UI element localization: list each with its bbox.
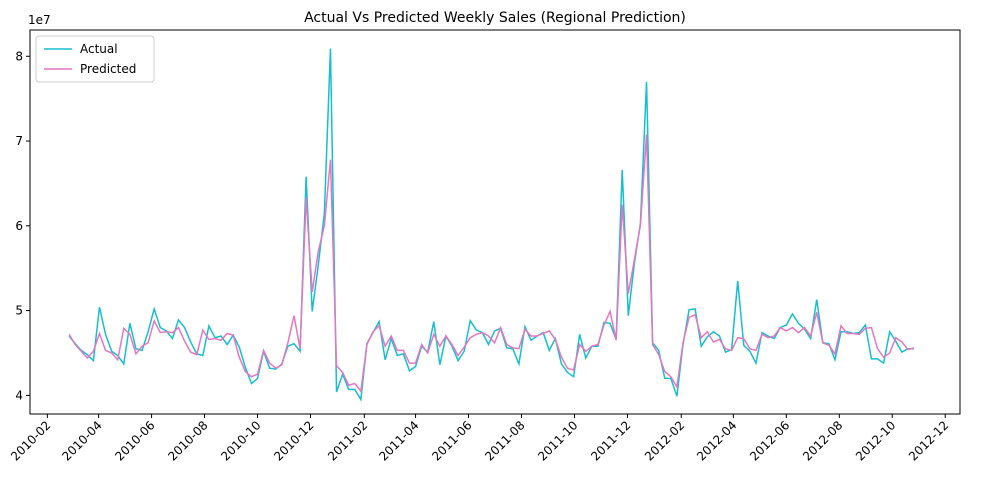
y-offset-label: 1e7 [28, 13, 51, 27]
y-tick-label: 7 [15, 134, 23, 148]
legend-label: Actual [80, 42, 118, 56]
x-tick-label: 2010-04 [59, 418, 104, 463]
x-tick-label: 2011-02 [325, 418, 370, 463]
x-tick-label: 2012-08 [800, 418, 845, 463]
x-tick-label: 2010-06 [112, 418, 157, 463]
chart-title: Actual Vs Predicted Weekly Sales (Region… [304, 10, 686, 26]
legend-label: Predicted [80, 62, 136, 76]
plot-frame [29, 29, 961, 415]
x-tick-label: 2010-02 [8, 418, 53, 463]
y-tick-label: 4 [15, 388, 23, 402]
x-tick-label: 2011-08 [482, 418, 527, 463]
x-tick-label: 2012-10 [853, 418, 898, 463]
x-tick-label: 2010-12 [271, 418, 316, 463]
legend: Actual Predicted [35, 35, 155, 83]
x-tick-label: 2012-06 [747, 418, 792, 463]
x-tick-label: 2010-08 [165, 418, 210, 463]
x-tick-label: 2011-12 [588, 418, 633, 463]
x-tick-label: 2010-10 [218, 418, 263, 463]
line-series [68, 48, 914, 402]
y-tick-label: 8 [15, 49, 23, 63]
line-series [68, 134, 915, 393]
x-tick-label: 2011-06 [429, 418, 474, 463]
x-tick-label: 2011-04 [376, 418, 421, 463]
x-tick-label: 2012-02 [642, 418, 687, 463]
y-tick-label: 5 [15, 304, 23, 318]
x-tick-label: 2012-12 [906, 418, 951, 463]
x-tick-label: 2012-04 [694, 418, 739, 463]
x-tick-label: 2011-10 [535, 418, 580, 463]
legend-box [35, 35, 155, 83]
y-tick-label: 6 [15, 219, 23, 233]
